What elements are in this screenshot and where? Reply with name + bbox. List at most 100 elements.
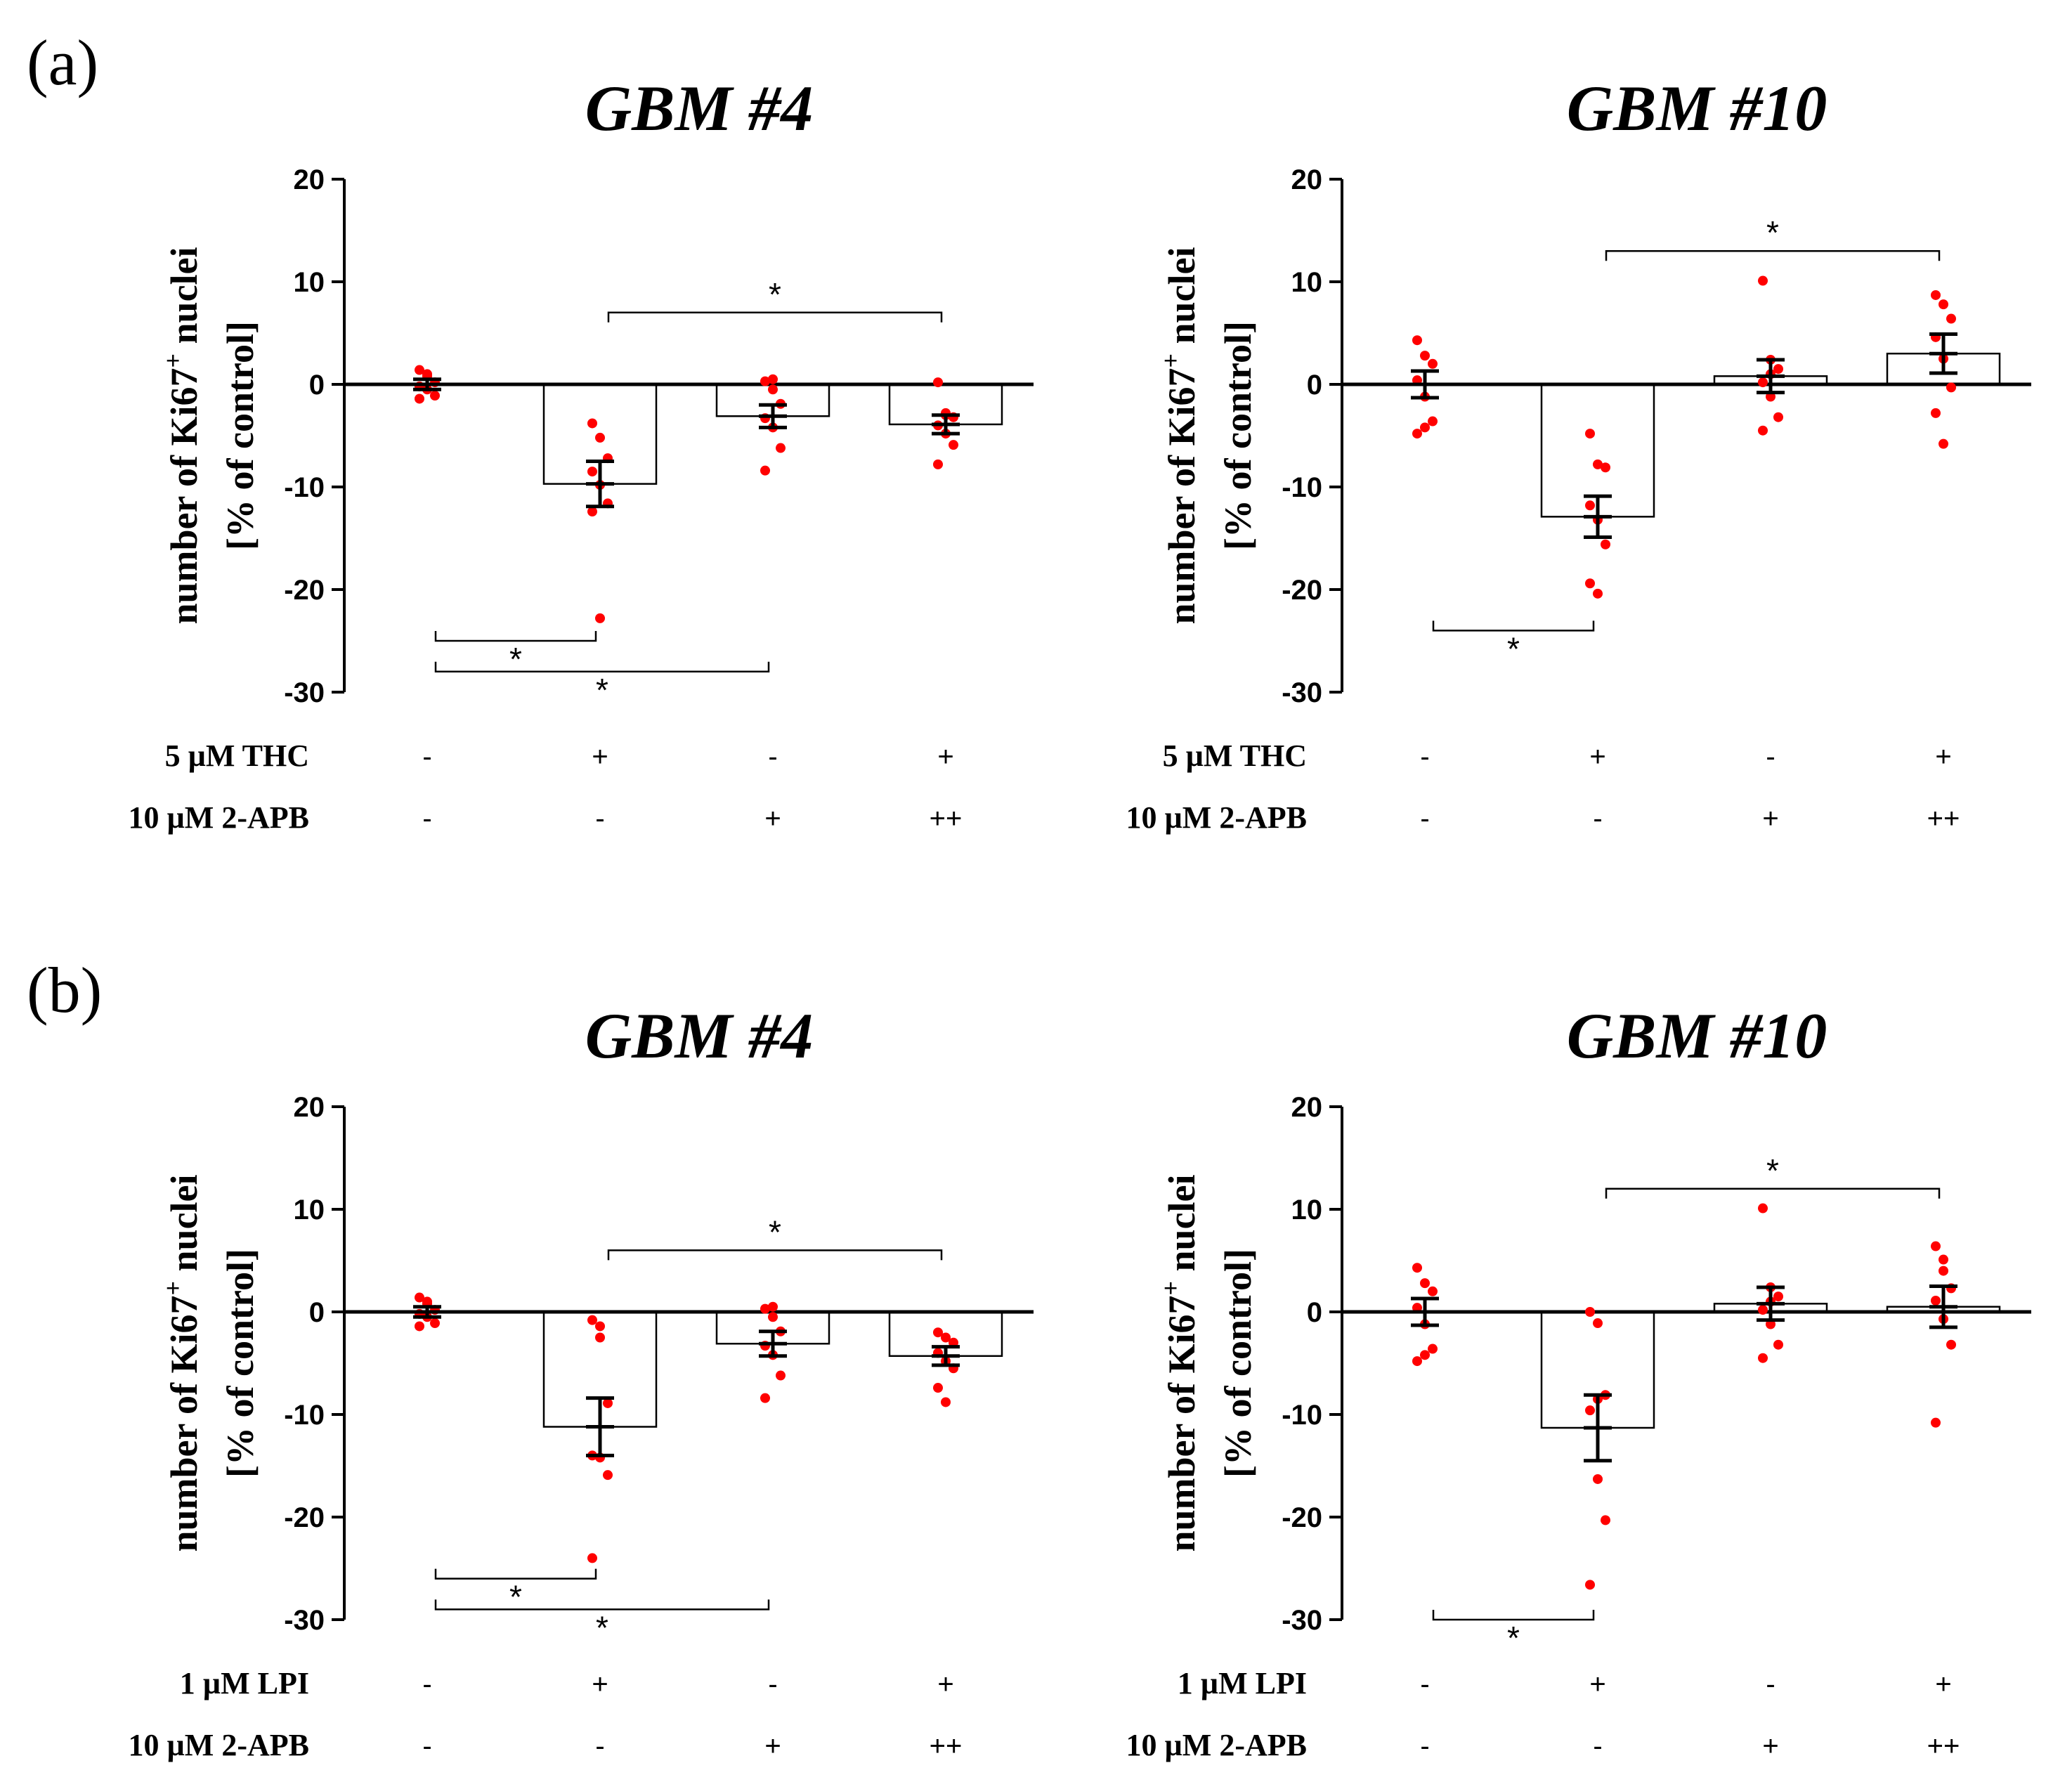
condition-mark-1-4: + — [937, 741, 953, 772]
condition-mark-1-4: + — [937, 1669, 953, 1700]
y-axis-label-line2: [% of control] — [1217, 1249, 1259, 1478]
data-point-group-3 — [1758, 1203, 1768, 1214]
data-point-group-1 — [1420, 1278, 1430, 1289]
data-point-group-1 — [1412, 1263, 1422, 1273]
condition-mark-2-4: ++ — [1927, 803, 1960, 834]
condition-mark-1-1: - — [422, 1669, 431, 1700]
y-axis-label-text: number of Ki67 — [163, 368, 205, 625]
y-tick-label: 0 — [309, 1297, 325, 1328]
y-tick-label: 20 — [1291, 1092, 1323, 1123]
condition-label-2: 10 µM 2-APB — [128, 800, 309, 835]
data-point-group-1 — [1412, 1356, 1422, 1367]
chart-title: GBM #4 — [585, 72, 814, 144]
y-axis-label-text-end: nuclei — [163, 1174, 205, 1281]
data-point-group-1 — [430, 1318, 440, 1329]
significance-bracket-2 — [1432, 1610, 1595, 1621]
data-point-group-2 — [1593, 1474, 1603, 1484]
data-point-group-1 — [1428, 1286, 1438, 1296]
data-point-group-4 — [1946, 382, 1956, 393]
y-tick-label: 10 — [1291, 267, 1323, 298]
y-tick-label: 20 — [294, 1092, 325, 1123]
data-point-group-2 — [1585, 1307, 1595, 1317]
condition-mark-1-3: - — [768, 741, 777, 772]
condition-mark-1-1: - — [1420, 1669, 1429, 1700]
condition-mark-2-4: ++ — [1927, 1731, 1960, 1762]
significance-star-1: * — [1766, 1152, 1779, 1189]
data-point-group-1 — [1428, 1344, 1438, 1354]
chart-title: GBM #10 — [1567, 72, 1827, 144]
data-point-group-1 — [415, 1292, 424, 1303]
data-point-group-2 — [595, 432, 605, 443]
y-tick-label: -10 — [1282, 472, 1322, 503]
significance-bracket-1 — [607, 1249, 943, 1261]
chart-title: GBM #4 — [585, 1000, 814, 1072]
data-point-group-4 — [933, 377, 943, 388]
data-point-group-2 — [603, 1470, 613, 1481]
y-tick-label: -30 — [284, 1605, 325, 1636]
data-point-group-3 — [768, 1312, 778, 1322]
condition-label-1: 5 µM THC — [1163, 739, 1307, 773]
condition-mark-1-4: + — [1935, 1669, 1951, 1700]
significance-bracket-2 — [1432, 620, 1595, 632]
y-tick-label: -30 — [284, 677, 325, 708]
condition-mark-2-1: - — [422, 803, 431, 834]
y-axis-label-line1: number of Ki67+ nuclei — [1156, 247, 1203, 624]
condition-label-2: 10 µM 2-APB — [1126, 800, 1307, 835]
data-point-group-1 — [415, 365, 424, 375]
data-point-group-3 — [768, 384, 778, 395]
y-axis-label-superscript: + — [1156, 353, 1185, 368]
y-axis-label-superscript: + — [159, 1281, 187, 1296]
data-point-group-1 — [430, 391, 440, 401]
y-tick-label: -20 — [284, 1502, 325, 1533]
y-tick-label: 0 — [1307, 1297, 1322, 1328]
data-point-group-2 — [1585, 1405, 1595, 1416]
data-point-group-2 — [587, 467, 597, 477]
data-point-group-1 — [422, 1296, 432, 1307]
condition-label-2: 10 µM 2-APB — [1126, 1728, 1307, 1762]
condition-mark-2-2: - — [1593, 803, 1602, 834]
data-point-group-1 — [1412, 429, 1422, 439]
data-point-group-3 — [1758, 425, 1768, 436]
y-tick-label: -20 — [284, 575, 325, 606]
condition-mark-2-3: + — [764, 803, 781, 834]
data-point-group-3 — [1758, 1353, 1768, 1363]
data-point-group-4 — [933, 1383, 943, 1393]
data-point-group-2 — [1593, 459, 1603, 469]
data-point-group-3 — [1773, 412, 1783, 422]
panel-letter-a: (a) — [27, 27, 98, 98]
y-tick-label: 10 — [1291, 1195, 1323, 1225]
condition-mark-2-2: - — [1593, 1731, 1602, 1762]
data-point-group-1 — [415, 1321, 424, 1332]
condition-mark-1-2: + — [1589, 1669, 1605, 1700]
data-point-group-4 — [949, 440, 958, 450]
data-point-group-1 — [1412, 335, 1422, 346]
y-axis-label-line1: number of Ki67+ nuclei — [159, 247, 205, 624]
data-point-group-2 — [1601, 1515, 1610, 1525]
data-point-group-2 — [587, 507, 597, 517]
data-point-group-1 — [1428, 416, 1438, 427]
panel-letter-b: (b) — [27, 954, 102, 1026]
data-point-group-3 — [1758, 377, 1768, 388]
data-point-group-2 — [595, 1332, 605, 1343]
y-tick-label: -30 — [1282, 1605, 1322, 1636]
condition-mark-2-1: - — [1420, 803, 1429, 834]
data-point-group-4 — [933, 1327, 943, 1338]
data-point-group-1 — [1420, 422, 1430, 433]
data-point-group-2 — [595, 613, 605, 623]
data-point-group-2 — [1585, 429, 1595, 439]
data-point-group-4 — [1931, 290, 1941, 300]
data-point-group-4 — [1939, 438, 1948, 449]
y-axis-label-text-end: nuclei — [1161, 247, 1203, 353]
data-point-group-4 — [1946, 313, 1956, 324]
data-point-group-2 — [587, 1315, 597, 1325]
condition-mark-1-2: + — [592, 741, 608, 772]
data-point-group-3 — [1758, 275, 1768, 286]
data-point-group-3 — [760, 376, 770, 386]
y-axis-label-superscript: + — [1156, 1281, 1185, 1296]
condition-mark-2-4: ++ — [930, 803, 963, 834]
